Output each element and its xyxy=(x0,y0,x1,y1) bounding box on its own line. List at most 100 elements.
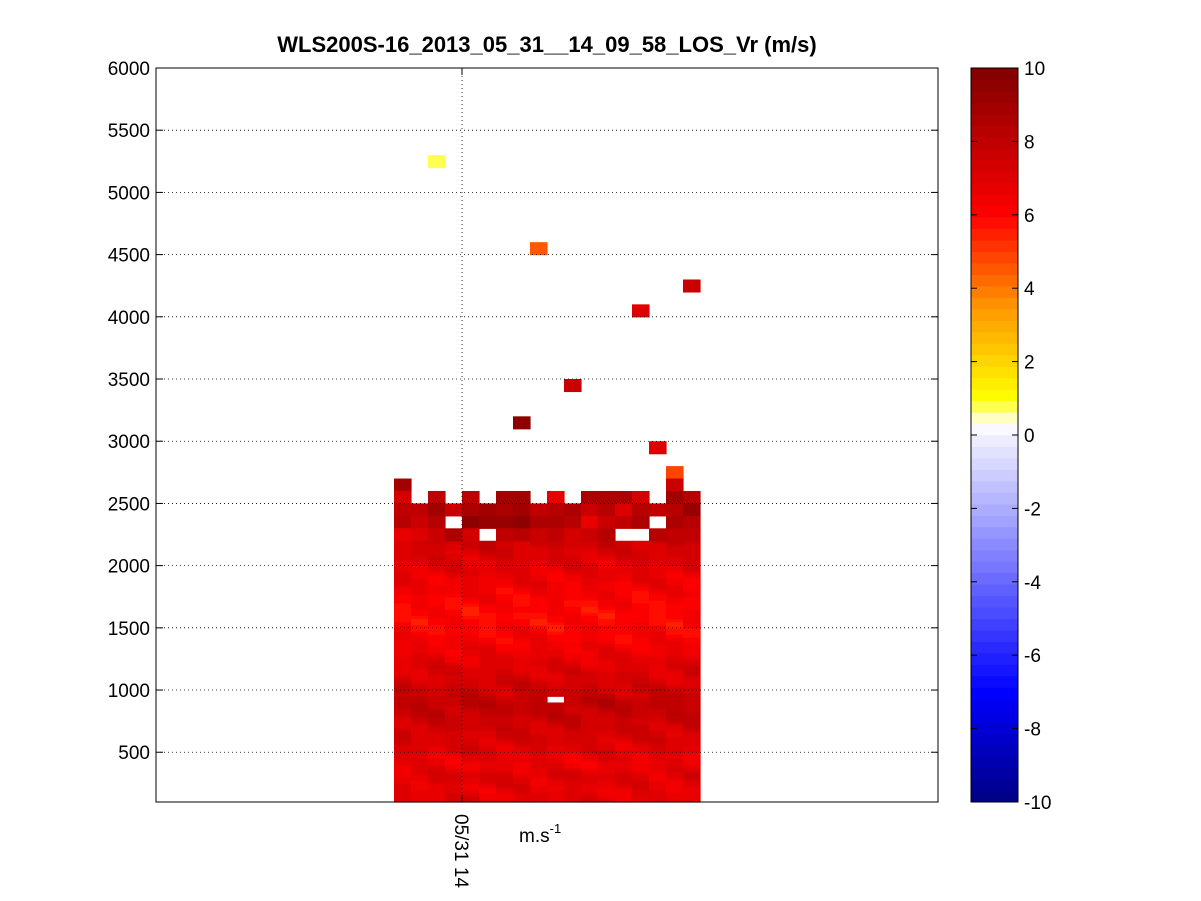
heatmap-cell xyxy=(410,606,429,610)
heatmap-cell xyxy=(597,562,616,567)
heatmap-cell xyxy=(615,568,633,573)
heatmap-cell xyxy=(410,733,429,738)
heatmap-cell xyxy=(513,599,531,604)
heatmap-cell xyxy=(478,596,497,601)
heatmap-cell xyxy=(581,581,599,585)
heatmap-cell xyxy=(683,786,701,791)
heatmap-cell xyxy=(547,528,565,542)
heatmap-cell xyxy=(649,562,667,567)
heatmap-cell xyxy=(478,637,497,641)
heatmap-cell xyxy=(581,708,599,713)
heatmap-cell xyxy=(462,593,480,598)
heatmap-cell xyxy=(513,705,531,710)
heatmap-cell xyxy=(496,662,514,666)
heatmap-cell xyxy=(683,780,701,784)
heatmap-cell xyxy=(597,733,616,738)
heatmap-cell xyxy=(478,568,497,573)
heatmap-cell xyxy=(462,649,480,654)
heatmap-cell xyxy=(547,721,565,725)
heatmap-cell xyxy=(632,789,650,794)
heatmap-cell xyxy=(462,752,480,756)
heatmap-cell xyxy=(581,630,599,635)
heatmap-cell xyxy=(547,553,565,557)
heatmap-cell xyxy=(581,671,599,676)
heatmap-cell xyxy=(632,618,650,623)
heatmap-cell xyxy=(513,621,531,626)
heatmap-cell xyxy=(444,699,463,704)
heatmap-cell xyxy=(462,733,480,738)
heatmap-cell xyxy=(597,618,616,623)
heatmap-cell xyxy=(597,777,616,781)
heatmap-cell xyxy=(615,702,633,707)
heatmap-cell xyxy=(581,746,599,750)
heatmap-cell xyxy=(444,618,463,623)
heatmap-cell xyxy=(530,665,548,669)
heatmap-cell xyxy=(563,749,582,753)
heatmap-cell xyxy=(597,581,616,585)
heatmap-cell xyxy=(581,584,599,588)
heatmap-cell xyxy=(581,618,599,623)
heatmap-cell xyxy=(513,749,531,753)
heatmap-cell xyxy=(581,646,599,651)
heatmap-cell xyxy=(394,668,412,672)
heatmap-cell xyxy=(649,612,667,616)
heatmap-cell xyxy=(530,596,548,601)
heatmap-cell xyxy=(581,780,599,784)
colorbar-band xyxy=(971,377,1018,390)
heatmap-cell xyxy=(597,705,616,710)
colorbar-band xyxy=(971,79,1018,92)
heatmap-cell xyxy=(615,671,633,676)
heatmap-cell xyxy=(410,658,429,663)
heatmap-cell xyxy=(496,705,514,710)
heatmap-cell xyxy=(530,742,548,747)
heatmap-cell xyxy=(444,714,463,719)
heatmap-cell xyxy=(462,550,480,554)
heatmap-cell xyxy=(428,680,446,685)
heatmap-cell xyxy=(444,662,463,666)
heatmap-cell xyxy=(530,674,548,679)
colorbar-band xyxy=(971,285,1018,298)
heatmap-cell xyxy=(683,693,701,697)
heatmap-cell xyxy=(410,721,429,725)
heatmap-cell xyxy=(615,770,633,775)
heatmap-cell xyxy=(496,724,514,728)
heatmap-cell xyxy=(444,777,463,781)
heatmap-cell xyxy=(615,727,633,732)
heatmap-cell xyxy=(683,553,701,557)
heatmap-cell xyxy=(410,615,429,620)
heatmap-cell xyxy=(666,718,684,722)
heatmap-cell xyxy=(683,792,701,797)
heatmap-cell xyxy=(530,789,548,794)
heatmap-cell xyxy=(530,562,548,567)
heatmap-cell xyxy=(547,596,565,601)
heatmap-cell xyxy=(530,798,548,803)
heatmap-cell xyxy=(666,774,684,778)
heatmap-cell xyxy=(547,637,565,641)
heatmap-cell xyxy=(462,540,480,545)
heatmap-cell xyxy=(428,746,446,750)
heatmap-cell xyxy=(563,742,582,747)
heatmap-cell xyxy=(683,609,701,613)
heatmap-cell xyxy=(410,662,429,666)
heatmap-cell xyxy=(649,652,667,657)
heatmap-cell xyxy=(615,640,633,644)
heatmap-cell xyxy=(563,792,582,797)
heatmap-cell xyxy=(530,767,548,772)
heatmap-cell xyxy=(597,630,616,635)
heatmap-cell xyxy=(547,724,565,728)
heatmap-cell xyxy=(649,546,667,551)
heatmap-cell xyxy=(513,559,531,564)
heatmap-cell xyxy=(428,690,446,694)
heatmap-cell xyxy=(478,640,497,644)
heatmap-cell xyxy=(649,777,667,781)
heatmap-cell xyxy=(666,556,684,561)
heatmap-cell xyxy=(428,550,446,554)
heatmap-cell xyxy=(649,696,667,700)
colorbar-band xyxy=(971,733,1018,746)
colorbar-band xyxy=(971,526,1018,539)
heatmap-cell xyxy=(632,609,650,613)
heatmap-cell xyxy=(444,674,463,679)
heatmap-cell xyxy=(428,630,446,635)
heatmap-cell xyxy=(666,683,684,688)
